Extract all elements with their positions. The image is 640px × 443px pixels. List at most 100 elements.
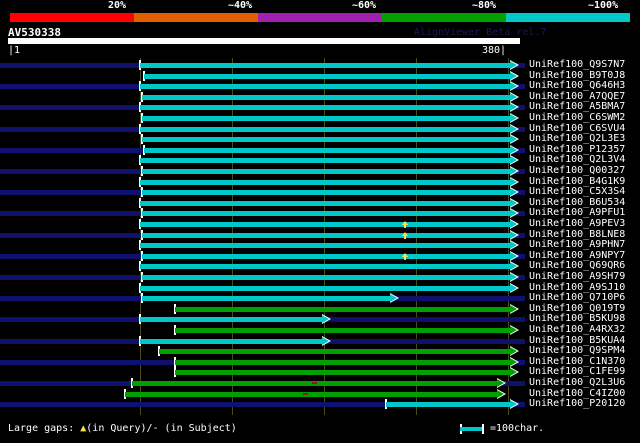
hit-label[interactable]: UniRef100_A9PEV3 xyxy=(529,218,626,229)
hit-bar[interactable] xyxy=(140,285,511,291)
alignment-row[interactable]: UniRef100_C6SVU4 xyxy=(0,122,640,135)
hit-label[interactable]: UniRef100_A9SH79 xyxy=(529,271,626,282)
hit-label[interactable]: UniRef100_Q00327 xyxy=(529,165,626,176)
hit-bar[interactable] xyxy=(140,264,511,270)
hit-bar[interactable] xyxy=(159,349,511,355)
hit-bar[interactable] xyxy=(144,73,511,79)
alignment-row[interactable]: UniRef100_Q00327 xyxy=(0,165,640,177)
alignment-row[interactable]: UniRef100_Q2L3U6 xyxy=(0,377,640,389)
hit-bar[interactable] xyxy=(175,359,511,365)
alignment-row[interactable]: UniRef100_Q710P6 xyxy=(0,292,640,304)
alignment-row[interactable]: UniRef100_Q646H3 xyxy=(0,80,640,92)
hit-label[interactable]: UniRef100_B4G1K9 xyxy=(529,175,626,187)
alignment-row[interactable]: UniRef100_A9PEV3 xyxy=(0,218,640,230)
hit-bar[interactable] xyxy=(140,338,323,344)
hit-bar[interactable] xyxy=(142,169,511,174)
hit-label[interactable]: UniRef100_Q2L3V4 xyxy=(529,154,626,166)
hit-bar[interactable] xyxy=(142,116,511,121)
hit-bar[interactable] xyxy=(142,232,511,238)
alignment-row[interactable]: UniRef100_Q9SPM4 xyxy=(0,345,640,357)
alignment-row[interactable]: UniRef100_A5BMA7 xyxy=(0,101,640,113)
alignment-row[interactable]: UniRef100_B9T0J8 xyxy=(0,69,640,82)
alignment-row[interactable]: UniRef100_B5KU98 xyxy=(0,313,640,325)
hit-label[interactable]: UniRef100_C4IZ00 xyxy=(529,387,626,399)
hit-bar[interactable] xyxy=(140,200,511,206)
hit-label[interactable]: UniRef100_Q9SPM4 xyxy=(529,345,626,357)
hit-label[interactable]: UniRef100_Q2L3E3 xyxy=(529,133,626,145)
alignment-row[interactable]: UniRef100_B8LNE8 xyxy=(0,228,640,241)
hit-bar[interactable] xyxy=(140,63,511,68)
hit-label[interactable]: UniRef100_C1N370 xyxy=(529,355,626,367)
hit-label[interactable]: UniRef100_C6SWM2 xyxy=(529,112,626,123)
hit-label[interactable]: UniRef100_A4RX32 xyxy=(529,324,626,335)
hit-label[interactable]: UniRef100_A9PFU1 xyxy=(529,207,626,219)
alignment-row[interactable]: UniRef100_A9NPY7 xyxy=(0,249,640,262)
hit-arrow-fill xyxy=(510,262,517,271)
hit-bar[interactable] xyxy=(142,211,511,217)
hit-label[interactable]: UniRef100_P20120 xyxy=(529,398,626,410)
hit-bar[interactable] xyxy=(144,147,511,153)
alignment-row[interactable]: UniRef100_C6SWM2 xyxy=(0,112,640,124)
hit-label[interactable]: UniRef100_Q646H3 xyxy=(529,80,626,92)
hit-bar[interactable] xyxy=(142,94,511,100)
hit-label[interactable]: UniRef100_Q9S7N7 xyxy=(529,59,626,70)
alignment-row[interactable]: UniRef100_B6U534 xyxy=(0,196,640,209)
hit-bar[interactable] xyxy=(142,275,511,280)
hit-label[interactable]: UniRef100_Q019T9 xyxy=(529,302,626,314)
hit-bar[interactable] xyxy=(175,306,511,312)
alignment-row[interactable]: UniRef100_A7QQE7 xyxy=(0,90,640,103)
hit-bar[interactable] xyxy=(175,328,511,333)
hit-bar[interactable] xyxy=(140,158,511,164)
hit-label[interactable]: UniRef100_A9SJ10 xyxy=(529,281,626,293)
hit-label[interactable]: UniRef100_B6U534 xyxy=(529,196,626,208)
hit-label[interactable]: UniRef100_Q69QR6 xyxy=(529,260,626,272)
alignment-row[interactable]: UniRef100_A9SH79 xyxy=(0,271,640,283)
hit-bar[interactable] xyxy=(140,105,511,111)
hit-label[interactable]: UniRef100_B5KU98 xyxy=(529,313,626,325)
alignment-row[interactable]: UniRef100_B5KUA4 xyxy=(0,334,640,347)
hit-label[interactable]: UniRef100_C1FE99 xyxy=(529,366,626,378)
alignment-row[interactable]: UniRef100_P12357 xyxy=(0,143,640,156)
alignment-row[interactable]: UniRef100_B4G1K9 xyxy=(0,175,640,188)
hit-bar[interactable] xyxy=(142,190,511,196)
hit-label[interactable]: UniRef100_Q2L3U6 xyxy=(529,377,626,388)
alignment-row[interactable]: UniRef100_C4IZ00 xyxy=(0,387,640,400)
alignment-row[interactable]: UniRef100_A9PFU1 xyxy=(0,207,640,219)
alignment-row[interactable]: UniRef100_A4RX32 xyxy=(0,324,640,336)
alignment-row[interactable]: UniRef100_C5X3S4 xyxy=(0,186,640,198)
alignment-row[interactable]: UniRef100_Q2L3E3 xyxy=(0,133,640,145)
alignment-row[interactable]: UniRef100_P20120 xyxy=(0,398,640,410)
alignment-row[interactable]: UniRef100_A9SJ10 xyxy=(0,281,640,294)
hit-label[interactable]: UniRef100_Q710P6 xyxy=(529,292,626,304)
hit-bar[interactable] xyxy=(140,317,323,323)
alignment-row[interactable]: UniRef100_C1N370 xyxy=(0,355,640,368)
hit-bar[interactable] xyxy=(140,243,511,249)
hit-label[interactable]: UniRef100_C6SVU4 xyxy=(529,122,626,134)
hit-bar[interactable] xyxy=(140,126,511,132)
hit-label[interactable]: UniRef100_B9T0J8 xyxy=(529,69,626,81)
hit-bar[interactable] xyxy=(140,222,511,227)
hit-label[interactable]: UniRef100_P12357 xyxy=(529,143,626,155)
alignment-row[interactable]: UniRef100_Q019T9 xyxy=(0,302,640,315)
hit-bar[interactable] xyxy=(142,137,511,143)
hit-label[interactable]: UniRef100_A5BMA7 xyxy=(529,101,626,113)
hit-bar[interactable] xyxy=(140,179,511,185)
hit-bar[interactable] xyxy=(125,391,498,397)
alignment-row[interactable]: UniRef100_C1FE99 xyxy=(0,366,640,378)
hit-label[interactable]: UniRef100_C5X3S4 xyxy=(529,186,626,198)
hit-bar[interactable] xyxy=(142,296,391,302)
alignment-row[interactable]: UniRef100_Q9S7N7 xyxy=(0,59,640,71)
hit-label[interactable]: UniRef100_B8LNE8 xyxy=(529,228,626,240)
hit-bar[interactable] xyxy=(142,253,511,259)
hit-bar[interactable] xyxy=(175,370,511,376)
alignment-row[interactable]: UniRef100_Q69QR6 xyxy=(0,260,640,272)
hit-label[interactable]: UniRef100_A9PHN7 xyxy=(529,239,626,251)
hit-bar[interactable] xyxy=(140,84,511,90)
hit-label[interactable]: UniRef100_A7QQE7 xyxy=(529,90,626,102)
hit-arrow-fill xyxy=(510,135,517,144)
alignment-row[interactable]: UniRef100_Q2L3V4 xyxy=(0,154,640,166)
hit-label[interactable]: UniRef100_B5KUA4 xyxy=(529,334,626,346)
hit-bar[interactable] xyxy=(386,402,511,408)
alignment-row[interactable]: UniRef100_A9PHN7 xyxy=(0,239,640,251)
hit-label[interactable]: UniRef100_A9NPY7 xyxy=(529,249,626,261)
